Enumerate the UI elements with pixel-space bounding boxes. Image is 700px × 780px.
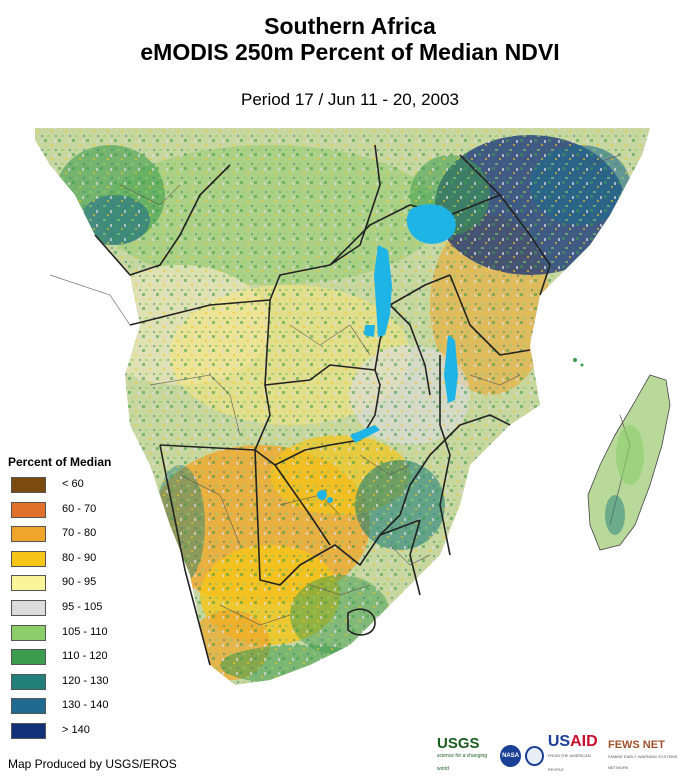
fewsnet-tagline: FAMINE EARLY WARNING SYSTEMS NETWORK [607, 753, 678, 770]
fewsnet-logo: FEWS NET FAMINE EARLY WARNING SYSTEMS NE… [607, 738, 693, 773]
legend-label: 95 - 105 [62, 600, 103, 613]
legend-swatch [11, 575, 46, 592]
legend-item: 90 - 95 [8, 573, 138, 598]
country-borders [94, 144, 551, 666]
legend-label: 105 - 110 [62, 625, 108, 638]
usgs-tagline: science for a changing world [437, 752, 488, 772]
legend-title: Percent of Median [8, 455, 112, 469]
legend-label: 60 - 70 [62, 502, 97, 515]
legend-item: > 140 [8, 721, 138, 746]
lake-mweru [364, 325, 375, 337]
legend-item: 80 - 90 [8, 549, 138, 574]
legend-swatch [11, 526, 46, 543]
lakes [317, 204, 458, 503]
legend-label: < 60 [62, 478, 84, 490]
legend-item: 110 - 120 [8, 647, 138, 672]
usgs-logo: USGS science for a changing world [437, 734, 496, 776]
legend-swatch [11, 599, 46, 616]
lake-tanganyika [374, 245, 392, 337]
legend-label: 80 - 90 [62, 551, 97, 564]
period-label: Period 17 / Jun 11 - 20, 2003 [240, 90, 459, 109]
legend-swatch [11, 722, 46, 739]
legend-swatch [11, 624, 46, 641]
legend-label: 110 - 120 [62, 650, 108, 663]
province-borders [49, 144, 621, 626]
usaid-tagline: FROM THE AMERICAN PEOPLE [547, 753, 591, 772]
comoros [573, 358, 577, 362]
legend-item: 60 - 70 [8, 500, 138, 525]
legend-label: 120 - 130 [62, 674, 109, 687]
usaid-us: US [547, 733, 571, 750]
legend: Percent of Median < 60 60 - 70 70 - 80 80 -… [8, 455, 138, 746]
legend-rows: < 60 60 - 70 70 - 80 80 - 90 90 - 95 95 - 105… [8, 475, 138, 746]
legend-label: 130 - 140 [62, 699, 109, 712]
legend-item: 70 - 80 [8, 524, 138, 549]
legend-swatch [11, 698, 46, 715]
legend-item: 105 - 110 [8, 623, 138, 648]
legend-item: 120 - 130 [8, 672, 138, 697]
legend-item: 130 - 140 [8, 696, 138, 721]
legend-swatch [11, 477, 46, 493]
lake-malawi [444, 335, 458, 403]
map-credit: Map Produced by USGS/EROS [8, 757, 177, 771]
legend-swatch [11, 501, 46, 518]
legend-item: 95 - 105 [8, 598, 138, 623]
lake-kariba [350, 425, 380, 443]
logo-strip: USGS science for a changing world NASA U… [437, 734, 693, 773]
legend-label: > 140 [62, 723, 90, 736]
map-title: Southern Africa [264, 13, 436, 39]
legend-swatch [11, 550, 46, 567]
usgs-logo-text: USGS [437, 734, 480, 752]
legend-label: 90 - 95 [62, 576, 97, 589]
ndvi-map [35, 128, 671, 685]
usaid-logo: USAID FROM THE AMERICAN PEOPLE [547, 733, 604, 777]
legend-swatch [11, 673, 46, 690]
legend-label: 70 - 80 [62, 527, 97, 540]
legend-item: < 60 [8, 475, 138, 500]
usaid-seal-icon [524, 746, 544, 766]
usaid-aid: AID [570, 733, 598, 750]
legend-swatch [11, 649, 46, 666]
map-subtitle: eMODIS 250m Percent of Median NDVI [140, 39, 560, 65]
nasa-logo: NASA [500, 745, 521, 767]
lake-victoria [406, 204, 456, 244]
fewsnet-text: FEWS NET [607, 738, 665, 751]
